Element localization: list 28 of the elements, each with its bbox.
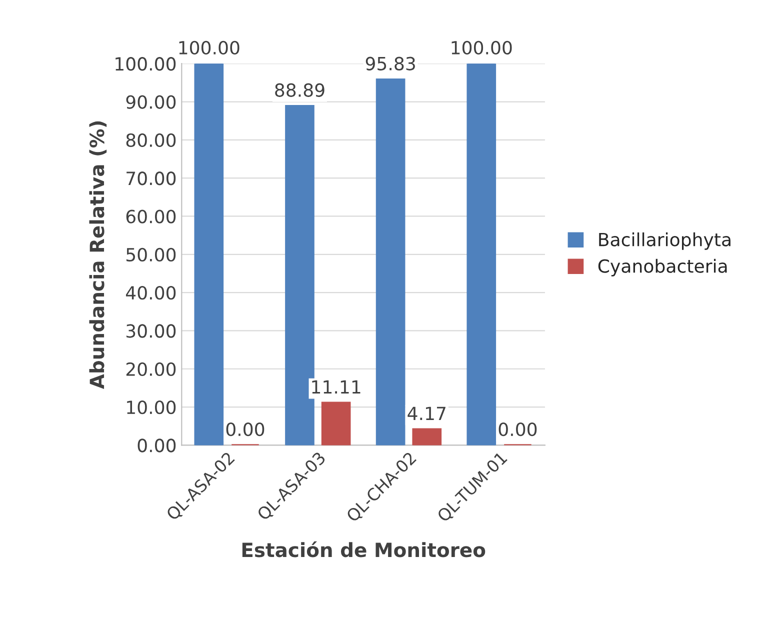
data-label: 88.89 xyxy=(275,83,324,97)
bar xyxy=(412,428,442,446)
y-tick-label: 10.00 xyxy=(127,400,176,414)
bar xyxy=(321,402,351,446)
bar xyxy=(376,78,406,446)
bar xyxy=(466,64,496,446)
y-tick-label: 40.00 xyxy=(126,286,176,300)
y-tick-label: 0.00 xyxy=(138,438,176,452)
data-label: 100.00 xyxy=(452,40,512,55)
y-tick-label: 20.00 xyxy=(126,362,176,376)
y-tick-label: 30.00 xyxy=(126,324,176,338)
y-tick-label: 60.00 xyxy=(126,210,176,224)
data-label: 11.11 xyxy=(312,380,360,394)
y-axis-title: Abundancia Relativa (%) xyxy=(89,121,107,389)
data-label: 0.00 xyxy=(498,422,537,436)
y-tick-label: 80.00 xyxy=(126,133,176,148)
x-axis-title: Estación de Monitoreo xyxy=(242,541,486,558)
y-tick-label: 100.00 xyxy=(116,57,176,71)
legend-label: Cyanobacteria xyxy=(598,258,727,276)
y-tick-label: 50.00 xyxy=(126,248,176,262)
legend-label: Bacillariophyta xyxy=(599,232,730,250)
data-label: 95.83 xyxy=(366,56,415,70)
data-label: 0.00 xyxy=(226,422,264,436)
y-tick-label: 90.00 xyxy=(126,95,176,109)
data-label: 4.17 xyxy=(408,406,446,420)
bar xyxy=(194,64,224,446)
y-tick-label: 70.00 xyxy=(126,172,176,186)
data-label: 100.00 xyxy=(179,40,240,55)
